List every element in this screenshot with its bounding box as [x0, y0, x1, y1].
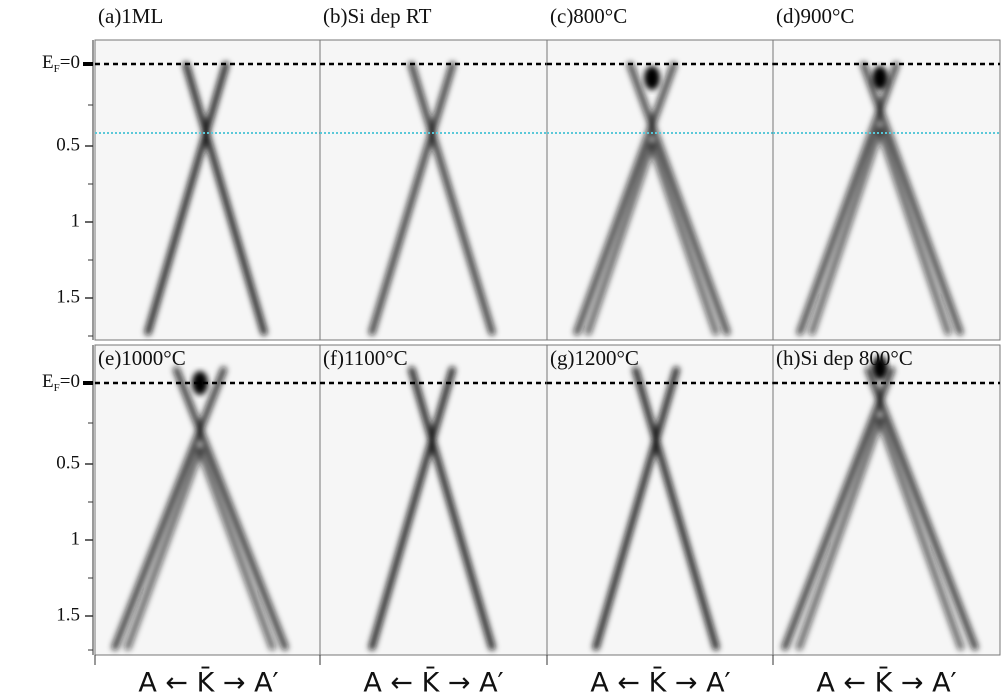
y-tick-label: EF=0: [42, 371, 80, 393]
band-branch: [632, 366, 720, 651]
panel-frame: [319, 344, 548, 656]
band-branch: [864, 366, 979, 651]
band-branch: [626, 61, 731, 336]
band-dispersion: [796, 61, 964, 336]
band-branch: [111, 366, 228, 651]
band-spot: [872, 66, 888, 90]
fermi-label-part: F: [54, 382, 60, 394]
panel-label: (e)1000°C: [98, 346, 186, 370]
band-dispersion: [368, 61, 496, 336]
band-branch: [182, 61, 268, 336]
panel-frame: [94, 39, 323, 341]
panel-label: (a)1ML: [98, 4, 163, 28]
band-branch: [124, 446, 204, 651]
y-tick-label: EF=0: [42, 52, 80, 74]
panel-frame: [772, 344, 1001, 656]
band-branch: [808, 126, 884, 336]
arpes-panel: (b)Si dep RT: [319, 4, 548, 341]
band-spot: [872, 356, 888, 380]
panel-frame: [546, 344, 775, 656]
band-dispersion: [573, 61, 731, 336]
band-branch: [648, 141, 720, 336]
band-branch: [781, 366, 896, 651]
band-branch: [368, 366, 456, 651]
band-spot: [644, 66, 660, 90]
band-dispersion: [592, 366, 720, 651]
panel-label: (h)Si dep 800°C: [776, 346, 913, 370]
band-branch: [144, 61, 230, 336]
panel-label: (g)1200°C: [550, 346, 639, 370]
band-branch: [876, 416, 965, 651]
band-branch: [573, 61, 678, 336]
y-tick-label: 0.5: [56, 134, 80, 155]
band-branch: [876, 126, 952, 336]
band-dispersion: [781, 366, 979, 651]
fermi-label-part: =0: [60, 371, 80, 392]
y-tick-label: 1.5: [56, 604, 80, 625]
panel-label: (d)900°C: [776, 4, 854, 28]
arpes-panel: (f)1100°C: [319, 344, 548, 656]
arpes-panel: (g)1200°C: [546, 344, 775, 656]
band-dispersion: [368, 366, 496, 651]
panel-frame: [546, 39, 775, 341]
band-dispersion: [111, 366, 289, 651]
band-dispersion: [144, 61, 268, 336]
arpes-panel: (e)1000°C: [94, 344, 323, 656]
y-tick-label: 0.5: [56, 452, 80, 473]
y-tick-label: 1: [71, 210, 81, 231]
band-branch: [796, 61, 900, 336]
x-axis-label: A ← K̄ → A′: [138, 667, 278, 699]
y-tick-label: 1: [71, 528, 81, 549]
fermi-label-part: E: [42, 52, 54, 73]
fermi-label-part: =0: [60, 52, 80, 73]
band-branch: [368, 61, 457, 336]
band-branch: [592, 366, 680, 651]
band-branch: [584, 141, 656, 336]
panel-label: (b)Si dep RT: [323, 4, 432, 28]
y-tick-label: 1.5: [56, 286, 80, 307]
panel-label: (f)1100°C: [323, 346, 408, 370]
arpes-panel: (c)800°C: [546, 4, 775, 341]
fermi-label-part: F: [54, 63, 60, 75]
fermi-label-part: E: [42, 371, 54, 392]
panel-frame: [319, 39, 548, 341]
arpes-panel: (d)900°C: [772, 4, 1001, 341]
x-axis-label: A ← K̄ → A′: [816, 667, 956, 699]
band-branch: [408, 366, 496, 651]
band-branch: [407, 61, 496, 336]
band-branch: [795, 416, 884, 651]
band-branch: [172, 366, 289, 651]
arpes-panel: (a)1ML: [94, 4, 323, 341]
x-axis-label: A ← K̄ → A′: [363, 667, 503, 699]
band-spot: [192, 371, 208, 395]
band-branch: [196, 446, 276, 651]
panel-label: (c)800°C: [550, 4, 627, 28]
arpes-panel: (h)Si dep 800°C: [772, 344, 1001, 656]
x-axis-label: A ← K̄ → A′: [590, 667, 730, 699]
